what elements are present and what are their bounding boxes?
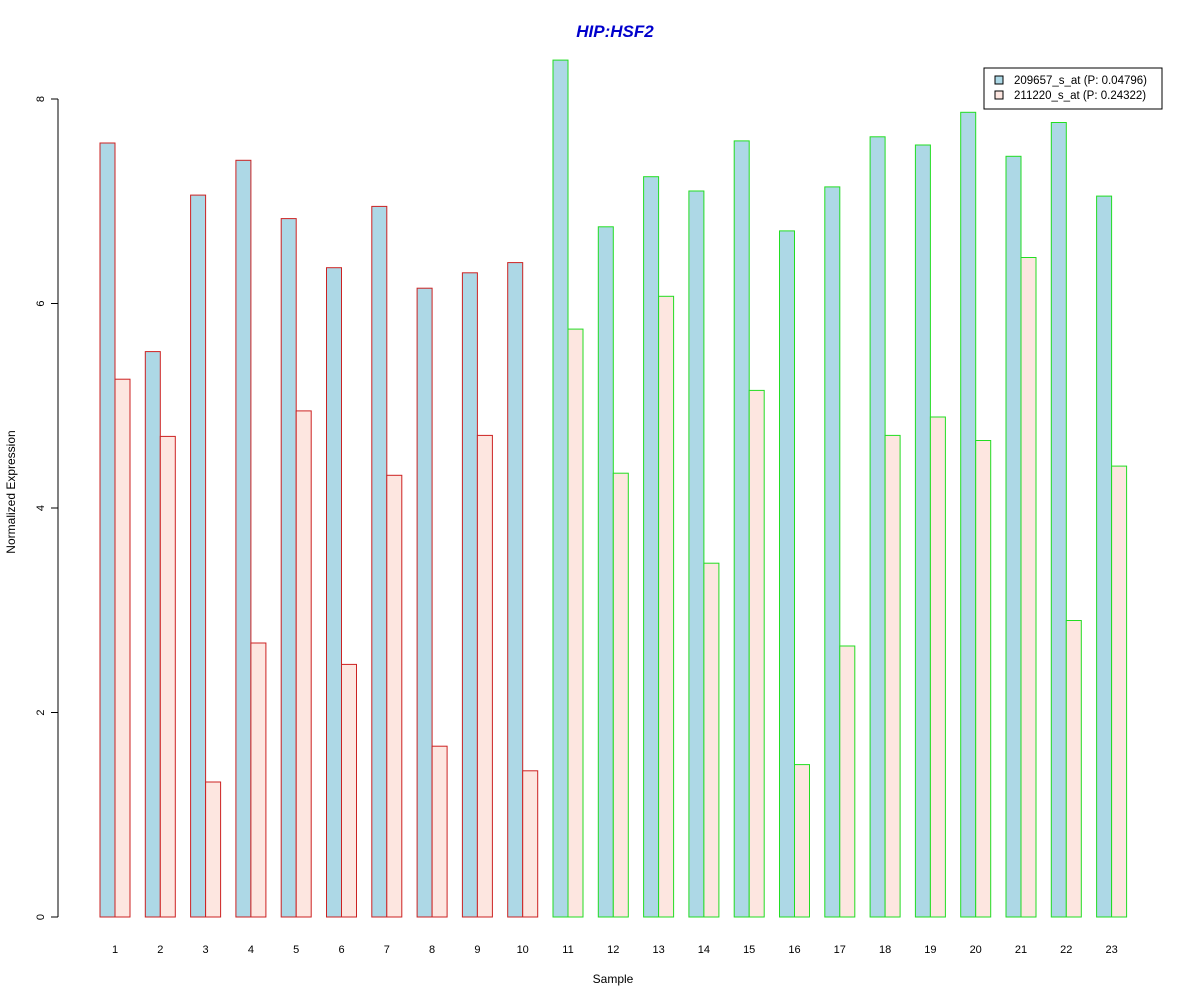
x-tick-label-23: 23 [1105,944,1117,956]
bar-series1-sample-7 [371,205,388,918]
x-tick-label-18: 18 [879,944,891,956]
legend-swatch-series1 [994,75,1004,85]
x-axis-tick-labels: 1 2 3 4 5 6 7 8 9 10 11 12 13 14 15 16 17 18 19 20 21 22 23 [112,944,1118,956]
y-axis-label: Normalized Expression [4,430,18,553]
bar-series2-sample-18 [884,434,901,918]
bar-series2-sample-3 [205,781,222,918]
x-tick-label-9: 9 [474,944,480,956]
bar-series1-sample-13 [643,176,660,918]
x-tick-label-8: 8 [429,944,435,956]
bar-series1-sample-9 [461,272,478,918]
bar-series1-sample-12 [597,226,614,918]
bar-series1-sample-4 [235,159,252,918]
bar-series1-sample-20 [960,111,977,918]
bar-series1-sample-6 [326,267,342,918]
bar-series2-sample-19 [929,416,946,918]
bar-series2-sample-1 [114,378,131,918]
x-tick-label-13: 13 [652,944,664,956]
x-tick-label-20: 20 [970,944,982,956]
x-tick-label-21: 21 [1015,944,1027,956]
bar-series1-sample-2 [144,351,161,918]
bar-series2-sample-20 [975,440,992,918]
bar-series1-sample-14 [688,190,705,918]
bar-series2-sample-8 [431,745,448,918]
bar-series1-sample-17 [824,186,841,918]
bar-series2-sample-16 [794,764,810,918]
x-tick-label-14: 14 [698,944,710,956]
bar-series1-sample-21 [1005,155,1022,918]
x-tick-label-16: 16 [788,944,800,956]
bars-layer [99,59,1128,918]
x-tick-label-3: 3 [203,944,209,956]
x-tick-label-7: 7 [384,944,390,956]
y-tick-label-6: 6 [35,300,47,306]
y-tick-label-4: 4 [35,505,47,511]
bar-series2-sample-15 [748,389,765,918]
bar-series1-sample-16 [779,230,795,918]
x-axis-label: Sample [593,972,634,986]
bar-series2-sample-5 [295,410,312,918]
bar-series1-sample-19 [914,144,931,918]
bar-series2-sample-22 [1065,620,1082,918]
bar-series2-sample-12 [612,472,629,918]
bar-series1-sample-8 [416,287,433,918]
legend: 209657_s_at (P: 0.04796) 211220_s_at (P: … [983,67,1163,110]
y-tick-label-2: 2 [35,709,47,715]
x-tick-label-5: 5 [293,944,299,956]
legend-box [983,67,1163,110]
bar-series2-sample-23 [1111,465,1128,918]
y-tick-label-0: 0 [35,914,47,920]
bar-series1-sample-11 [552,59,569,918]
x-tick-label-17: 17 [834,944,846,956]
bar-series2-sample-10 [522,770,539,918]
x-tick-label-22: 22 [1060,944,1072,956]
legend-swatch-series2 [994,90,1004,100]
y-tick-label-8: 8 [35,96,47,102]
x-tick-label-10: 10 [517,944,529,956]
y-axis: 0 2 4 6 8 [35,96,59,920]
x-tick-label-19: 19 [924,944,936,956]
legend-label-series1: 209657_s_at (P: 0.04796) [1014,75,1147,87]
x-tick-label-12: 12 [607,944,619,956]
x-tick-label-4: 4 [248,944,254,956]
legend-label-series2: 211220_s_at (P: 0.24322) [1014,90,1146,102]
x-tick-label-6: 6 [338,944,344,956]
bar-series1-sample-18 [869,136,886,918]
chart-title: HIP:HSF2 [576,22,654,41]
x-tick-label-2: 2 [157,944,163,956]
x-tick-label-1: 1 [112,944,118,956]
bar-series1-sample-10 [507,262,524,918]
bar-series2-sample-17 [839,645,856,918]
bar-series2-sample-14 [703,562,720,918]
bar-series1-sample-23 [1096,195,1113,918]
bar-series2-sample-21 [1020,257,1037,918]
x-tick-label-11: 11 [562,944,573,956]
bar-series1-sample-1 [99,142,116,918]
bar-series1-sample-3 [190,194,207,918]
bar-series2-sample-7 [386,474,403,918]
bar-series2-sample-11 [567,328,584,918]
bar-series2-sample-4 [250,642,267,918]
bar-series2-sample-6 [341,663,357,918]
bar-series1-sample-22 [1050,122,1067,918]
bar-series2-sample-13 [658,295,675,918]
x-tick-label-15: 15 [743,944,755,956]
bar-series2-sample-2 [159,435,176,918]
bar-series2-sample-9 [476,434,493,918]
bar-series1-sample-5 [280,218,297,918]
bar-series1-sample-15 [733,140,750,918]
